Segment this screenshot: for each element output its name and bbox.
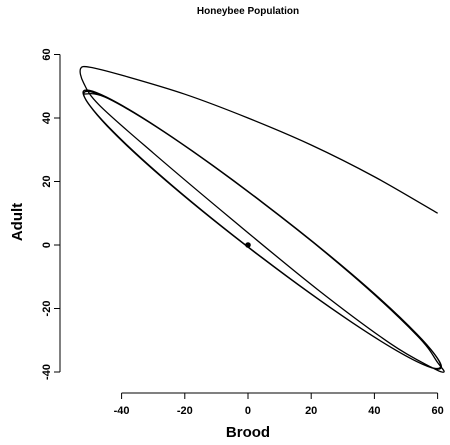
y-axis-label: Adult bbox=[9, 203, 26, 241]
x-tick-label: -20 bbox=[177, 405, 193, 417]
x-tick-label: -40 bbox=[114, 405, 130, 417]
x-axis-label: Brood bbox=[226, 424, 270, 441]
y-tick-label: -40 bbox=[41, 364, 53, 380]
x-tick-label: 20 bbox=[305, 405, 317, 417]
equilibrium-point bbox=[245, 242, 251, 248]
y-tick-label: 40 bbox=[41, 112, 53, 124]
y-tick-label: -20 bbox=[41, 301, 53, 317]
x-tick-label: 40 bbox=[368, 405, 380, 417]
y-tick-label: 0 bbox=[41, 242, 53, 248]
y-tick-label: 20 bbox=[41, 175, 53, 187]
x-tick-label: 60 bbox=[431, 405, 443, 417]
chart-title: Honeybee Population bbox=[197, 6, 299, 17]
trajectory-line bbox=[79, 65, 445, 373]
y-tick-label: 60 bbox=[41, 48, 53, 60]
x-tick-label: 0 bbox=[245, 405, 251, 417]
